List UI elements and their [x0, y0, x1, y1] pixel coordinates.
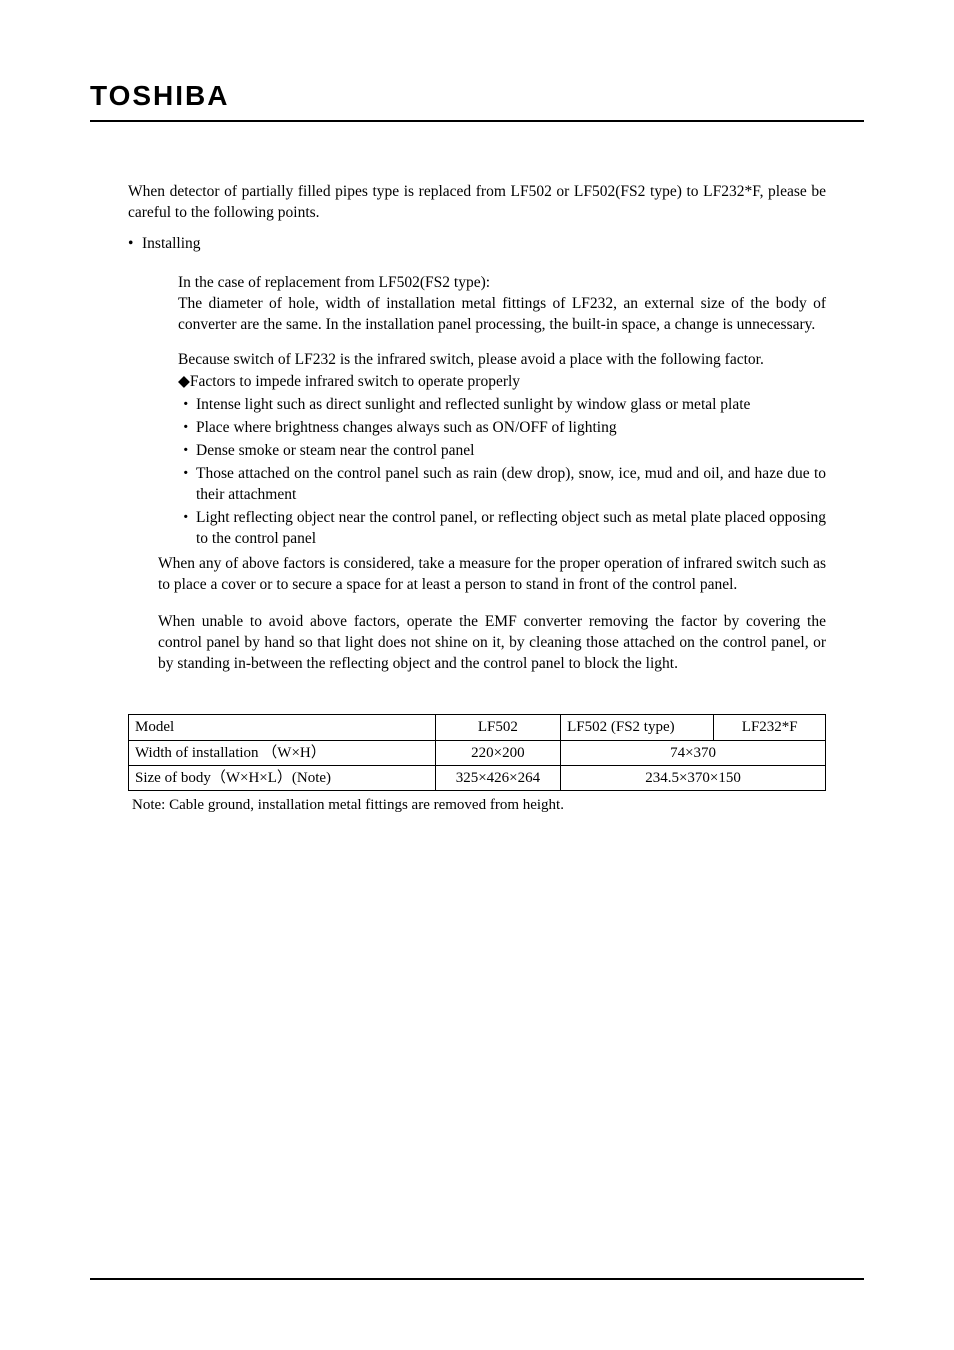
para-switch: Because switch of LF232 is the infrared … — [178, 350, 826, 371]
dot-icon: ・ — [178, 464, 196, 506]
th-lf502: LF502 — [435, 715, 560, 740]
th-lf232f: LF232*F — [714, 715, 826, 740]
factors-heading-text: Factors to impede infrared switch to ope… — [190, 373, 520, 390]
para-diameter: The diameter of hole, width of installat… — [178, 294, 826, 336]
table-row: Size of body（W×H×L）(Note) 325×426×264 23… — [129, 765, 826, 790]
list-item: ・Those attached on the control panel suc… — [178, 464, 826, 506]
diamond-icon: ◆ — [178, 373, 190, 390]
dot-icon: ・ — [178, 395, 196, 416]
list-item: ・Intense light such as direct sunlight a… — [178, 395, 826, 416]
cell-value: 220×200 — [435, 740, 560, 765]
dot-icon: ・ — [178, 508, 196, 550]
cell-value: 234.5×370×150 — [561, 765, 826, 790]
after-para-2: When unable to avoid above factors, oper… — [158, 612, 826, 675]
list-item: ・Place where brightness changes always s… — [178, 418, 826, 439]
th-model: Model — [129, 715, 436, 740]
dot-icon: ・ — [178, 441, 196, 462]
para-case: In the case of replacement from LF502(FS… — [178, 273, 826, 294]
factor-text: Dense smoke or steam near the control pa… — [196, 441, 826, 462]
cell-value: 325×426×264 — [435, 765, 560, 790]
cell-value: 74×370 — [561, 740, 826, 765]
bullet-icon: • — [128, 234, 142, 255]
factors-heading: ◆Factors to impede infrared switch to op… — [178, 372, 826, 393]
rule-bottom — [90, 1278, 864, 1280]
factors-list: ・Intense light such as direct sunlight a… — [178, 395, 826, 549]
list-item: ・Light reflecting object near the contro… — [178, 508, 826, 550]
list-item: ・Dense smoke or steam near the control p… — [178, 441, 826, 462]
page-content: When detector of partially filled pipes … — [90, 122, 864, 815]
after-block: When any of above factors is considered,… — [128, 554, 826, 675]
cell-label: Width of installation （W×H） — [129, 740, 436, 765]
after-para-1: When any of above factors is considered,… — [158, 554, 826, 596]
installing-block: In the case of replacement from LF502(FS… — [128, 273, 826, 550]
factor-text: Place where brightness changes always su… — [196, 418, 826, 439]
table-note: Note: Cable ground, installation metal f… — [128, 795, 826, 815]
table-row: Width of installation （W×H） 220×200 74×3… — [129, 740, 826, 765]
table-row: Model LF502 LF502 (FS2 type) LF232*F — [129, 715, 826, 740]
brand-logo: TOSHIBA — [90, 80, 864, 112]
dot-icon: ・ — [178, 418, 196, 439]
factor-text: Light reflecting object near the control… — [196, 508, 826, 550]
intro-paragraph: When detector of partially filled pipes … — [128, 182, 826, 224]
cell-label: Size of body（W×H×L）(Note) — [129, 765, 436, 790]
installing-label: Installing — [142, 235, 201, 252]
factor-text: Intense light such as direct sunlight an… — [196, 395, 826, 416]
th-lf502-fs2: LF502 (FS2 type) — [561, 715, 714, 740]
spec-table: Model LF502 LF502 (FS2 type) LF232*F Wid… — [128, 714, 826, 791]
installing-heading: •Installing — [128, 234, 826, 255]
factor-text: Those attached on the control panel such… — [196, 464, 826, 506]
